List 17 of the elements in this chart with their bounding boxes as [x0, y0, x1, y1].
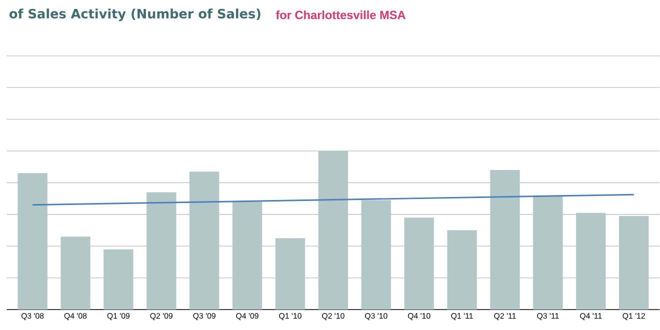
bar: [104, 249, 134, 310]
bar: [447, 230, 477, 310]
bar: [60, 236, 90, 310]
bar: [404, 217, 434, 310]
bar: [533, 195, 563, 310]
bar: [18, 173, 48, 310]
bar: [576, 212, 606, 310]
bar: [190, 171, 220, 310]
bar: [275, 238, 306, 310]
chart-subtitle: for Charlottesville MSA: [276, 10, 406, 19]
bar: [361, 200, 391, 310]
bar: [490, 170, 520, 310]
bar: [619, 216, 649, 310]
bar: [146, 192, 176, 310]
chart-title: of Sales Activity (Number of Sales): [10, 8, 260, 21]
bar: [318, 150, 348, 310]
bar: [232, 202, 262, 310]
